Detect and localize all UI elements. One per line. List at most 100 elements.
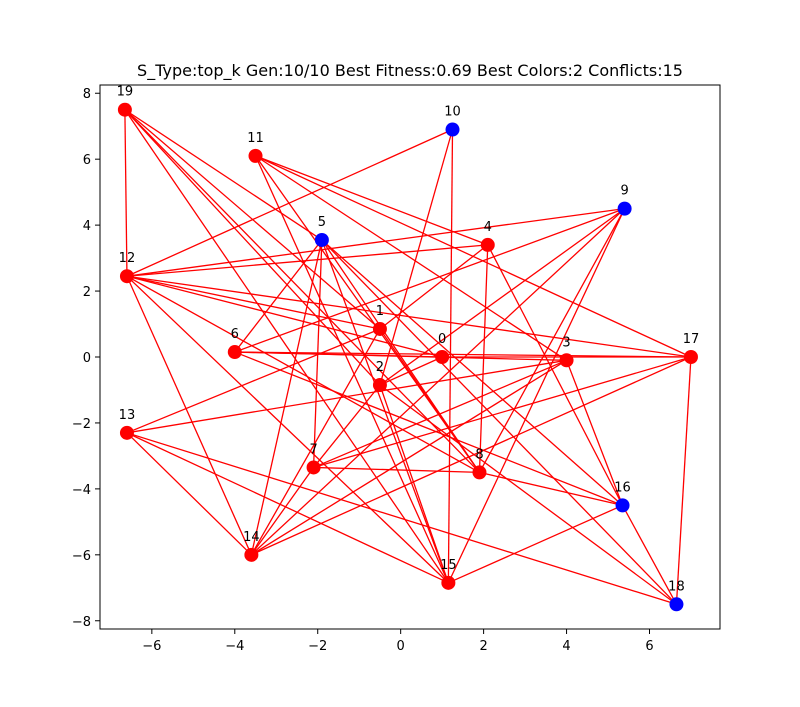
edge-12-1 <box>126 275 381 330</box>
edge-4-1 <box>379 244 489 330</box>
node-label-8: 8 <box>475 447 483 462</box>
edge-12-14 <box>126 275 252 556</box>
x-tick-label-4: 2 <box>479 639 487 654</box>
node-label-17: 17 <box>683 332 700 347</box>
edge-19-15 <box>124 109 449 584</box>
edge-11-4 <box>255 155 488 246</box>
edge-5-18 <box>321 239 677 605</box>
node-15 <box>441 575 456 590</box>
x-tick-label-2: −2 <box>308 639 327 654</box>
edge-13-18 <box>126 432 677 605</box>
edge-16-18 <box>621 505 678 605</box>
node-16 <box>615 498 630 513</box>
edge-1-14 <box>250 328 381 556</box>
edge-7-17 <box>313 356 692 469</box>
node-label-13: 13 <box>119 408 136 423</box>
node-7 <box>306 460 321 475</box>
edge-6-17 <box>234 351 691 358</box>
node-label-19: 19 <box>117 85 134 100</box>
node-0 <box>435 350 450 364</box>
x-tick-label-3: 0 <box>397 639 405 654</box>
edge-19-8 <box>124 109 480 473</box>
edge-4-12 <box>126 244 488 277</box>
chart-title: S_Type:top_k Gen:10/10 Best Fitness:0.69… <box>137 61 683 81</box>
edge-17-18 <box>675 356 692 605</box>
node-label-0: 0 <box>438 332 446 347</box>
node-18 <box>669 597 684 612</box>
node-label-7: 7 <box>309 442 317 457</box>
node-5 <box>314 232 329 247</box>
node-11 <box>248 148 263 163</box>
node-2 <box>372 378 387 393</box>
node-label-5: 5 <box>318 215 326 230</box>
y-tick-label-6: 4 <box>83 219 91 234</box>
edge-9-2 <box>379 208 625 386</box>
y-tick-label-7: 6 <box>83 153 91 168</box>
node-label-12: 12 <box>119 251 136 266</box>
node-3 <box>559 353 574 368</box>
edge-12-15 <box>126 275 449 584</box>
edge-12-8 <box>126 275 480 473</box>
node-13 <box>119 425 134 440</box>
edge-9-8 <box>478 208 626 473</box>
node-label-15: 15 <box>440 558 457 573</box>
y-tick-label-1: −6 <box>72 549 91 564</box>
node-label-2: 2 <box>376 360 384 375</box>
edge-13-15 <box>126 432 449 584</box>
edge-5-6 <box>234 239 323 353</box>
node-12 <box>119 269 134 284</box>
edge-4-16 <box>487 244 624 506</box>
edge-1-13 <box>126 328 381 434</box>
edge-2-7 <box>313 384 381 468</box>
edge-19-5 <box>124 109 323 241</box>
node-8 <box>472 465 487 480</box>
edge-6-3 <box>234 351 567 361</box>
node-label-16: 16 <box>614 480 631 495</box>
edge-3-14 <box>251 359 567 556</box>
edge-12-17 <box>126 275 692 358</box>
y-tick-label-2: −4 <box>72 483 91 498</box>
edge-19-2 <box>124 109 381 386</box>
node-label-14: 14 <box>243 530 260 545</box>
node-4 <box>480 237 495 252</box>
edge-10-12 <box>126 128 453 277</box>
x-tick-label-5: 4 <box>562 639 570 654</box>
edge-7-14 <box>250 467 315 556</box>
node-label-4: 4 <box>484 220 492 235</box>
edge-11-3 <box>255 155 567 361</box>
edge-8-16 <box>479 471 623 506</box>
edge-2-15 <box>379 384 449 584</box>
edge-6-16 <box>234 351 623 506</box>
y-tick-label-0: −8 <box>72 615 91 630</box>
x-tick-label-6: 6 <box>645 639 653 654</box>
y-tick-label-4: 0 <box>83 351 91 366</box>
y-tick-label-8: 8 <box>83 87 91 102</box>
y-tick-label-3: −2 <box>72 417 91 432</box>
edge-10-15 <box>447 129 454 583</box>
edge-0-2 <box>379 356 443 386</box>
node-label-11: 11 <box>247 131 264 146</box>
edge-5-14 <box>250 239 323 555</box>
node-label-3: 3 <box>562 335 570 350</box>
edge-11-15 <box>254 155 449 584</box>
node-label-18: 18 <box>668 579 685 594</box>
x-tick-label-1: −4 <box>225 639 244 654</box>
node-label-9: 9 <box>620 184 628 199</box>
edge-14-17 <box>251 356 692 556</box>
node-label-1: 1 <box>376 304 384 319</box>
edge-5-16 <box>321 239 623 506</box>
node-10 <box>445 122 460 137</box>
edge-9-6 <box>234 208 625 353</box>
node-6 <box>227 345 242 360</box>
node-14 <box>244 547 259 562</box>
node-1 <box>372 321 387 336</box>
edge-3-7 <box>313 359 567 469</box>
x-tick-label-0: −6 <box>142 639 161 654</box>
node-17 <box>683 350 698 364</box>
edge-3-13 <box>126 359 567 434</box>
node-19 <box>117 102 132 117</box>
edge-7-8 <box>313 466 480 474</box>
edge-9-12 <box>126 207 625 277</box>
